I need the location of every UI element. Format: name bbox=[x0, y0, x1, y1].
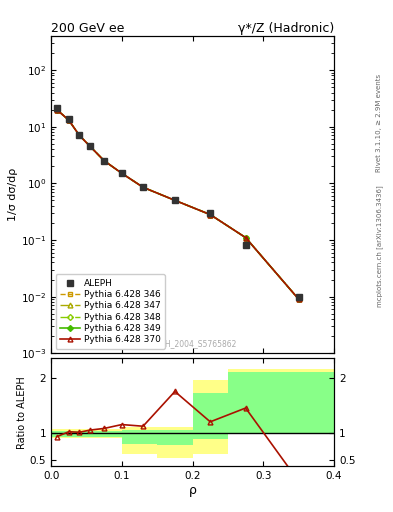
Line: Pythia 6.428 347: Pythia 6.428 347 bbox=[54, 107, 301, 302]
Y-axis label: Ratio to ALEPH: Ratio to ALEPH bbox=[17, 376, 27, 449]
ALEPH bbox=[173, 197, 177, 203]
ALEPH bbox=[296, 293, 301, 300]
ALEPH bbox=[119, 170, 124, 176]
Pythia 6.428 348 bbox=[54, 106, 59, 113]
Pythia 6.428 349 bbox=[119, 170, 124, 176]
Pythia 6.428 348 bbox=[208, 211, 213, 218]
Pythia 6.428 348 bbox=[296, 296, 301, 302]
Pythia 6.428 347 bbox=[88, 143, 92, 150]
Pythia 6.428 348 bbox=[119, 170, 124, 176]
Text: 200 GeV ee: 200 GeV ee bbox=[51, 22, 125, 35]
Pythia 6.428 347 bbox=[296, 296, 301, 302]
Pythia 6.428 346 bbox=[208, 211, 213, 218]
ALEPH bbox=[54, 105, 59, 112]
Pythia 6.428 349 bbox=[243, 234, 248, 241]
Pythia 6.428 347 bbox=[208, 211, 213, 218]
Pythia 6.428 347 bbox=[77, 132, 82, 138]
Pythia 6.428 348 bbox=[77, 132, 82, 138]
Pythia 6.428 349 bbox=[296, 296, 301, 302]
ALEPH bbox=[66, 116, 71, 122]
Pythia 6.428 349 bbox=[77, 132, 82, 138]
ALEPH bbox=[102, 158, 107, 164]
ALEPH bbox=[77, 132, 82, 138]
Pythia 6.428 348 bbox=[66, 117, 71, 123]
Pythia 6.428 346 bbox=[77, 132, 82, 138]
ALEPH bbox=[243, 242, 248, 248]
Pythia 6.428 349 bbox=[88, 143, 92, 150]
Pythia 6.428 346 bbox=[173, 197, 177, 203]
Pythia 6.428 346 bbox=[102, 158, 107, 164]
Y-axis label: 1/σ dσ/dρ: 1/σ dσ/dρ bbox=[8, 168, 18, 221]
Pythia 6.428 348 bbox=[88, 143, 92, 150]
Pythia 6.428 370 bbox=[296, 296, 301, 302]
Pythia 6.428 346 bbox=[66, 117, 71, 123]
Pythia 6.428 346 bbox=[119, 170, 124, 176]
Pythia 6.428 347 bbox=[173, 197, 177, 203]
Pythia 6.428 347 bbox=[66, 117, 71, 123]
Legend: ALEPH, Pythia 6.428 346, Pythia 6.428 347, Pythia 6.428 348, Pythia 6.428 349, P: ALEPH, Pythia 6.428 346, Pythia 6.428 34… bbox=[55, 274, 165, 349]
X-axis label: ρ: ρ bbox=[189, 483, 196, 497]
Line: Pythia 6.428 348: Pythia 6.428 348 bbox=[55, 108, 301, 301]
Pythia 6.428 349 bbox=[141, 184, 145, 190]
Text: γ*/Z (Hadronic): γ*/Z (Hadronic) bbox=[238, 22, 334, 35]
ALEPH bbox=[88, 143, 92, 150]
Pythia 6.428 370 bbox=[243, 234, 248, 241]
Line: Pythia 6.428 349: Pythia 6.428 349 bbox=[55, 108, 301, 301]
Pythia 6.428 370 bbox=[119, 170, 124, 176]
Pythia 6.428 349 bbox=[66, 117, 71, 123]
Pythia 6.428 370 bbox=[66, 117, 71, 123]
Pythia 6.428 349 bbox=[54, 106, 59, 113]
Pythia 6.428 347 bbox=[243, 234, 248, 241]
Pythia 6.428 370 bbox=[102, 158, 107, 164]
Pythia 6.428 346 bbox=[296, 296, 301, 302]
Pythia 6.428 347 bbox=[141, 184, 145, 190]
Text: ALEPH_2004_S5765862: ALEPH_2004_S5765862 bbox=[147, 339, 238, 349]
Pythia 6.428 349 bbox=[102, 158, 107, 164]
ALEPH bbox=[208, 210, 213, 216]
Pythia 6.428 346 bbox=[54, 106, 59, 113]
Line: Pythia 6.428 346: Pythia 6.428 346 bbox=[54, 107, 301, 302]
Line: Pythia 6.428 370: Pythia 6.428 370 bbox=[54, 107, 301, 302]
Pythia 6.428 370 bbox=[141, 184, 145, 190]
Pythia 6.428 348 bbox=[141, 184, 145, 190]
Text: Rivet 3.1.10, ≥ 2.9M events: Rivet 3.1.10, ≥ 2.9M events bbox=[376, 74, 382, 172]
Pythia 6.428 347 bbox=[102, 158, 107, 164]
Pythia 6.428 347 bbox=[119, 170, 124, 176]
Pythia 6.428 370 bbox=[208, 211, 213, 218]
ALEPH bbox=[141, 184, 145, 190]
Pythia 6.428 348 bbox=[102, 158, 107, 164]
Pythia 6.428 347 bbox=[54, 106, 59, 113]
Pythia 6.428 346 bbox=[88, 143, 92, 150]
Pythia 6.428 348 bbox=[243, 234, 248, 241]
Pythia 6.428 349 bbox=[173, 197, 177, 203]
Pythia 6.428 370 bbox=[88, 143, 92, 150]
Pythia 6.428 370 bbox=[173, 197, 177, 203]
Pythia 6.428 346 bbox=[141, 184, 145, 190]
Text: mcplots.cern.ch [arXiv:1306.3436]: mcplots.cern.ch [arXiv:1306.3436] bbox=[376, 185, 383, 307]
Pythia 6.428 370 bbox=[54, 106, 59, 113]
Pythia 6.428 346 bbox=[243, 234, 248, 241]
Pythia 6.428 348 bbox=[173, 197, 177, 203]
Line: ALEPH: ALEPH bbox=[53, 105, 302, 300]
Pythia 6.428 370 bbox=[77, 132, 82, 138]
Pythia 6.428 349 bbox=[208, 211, 213, 218]
